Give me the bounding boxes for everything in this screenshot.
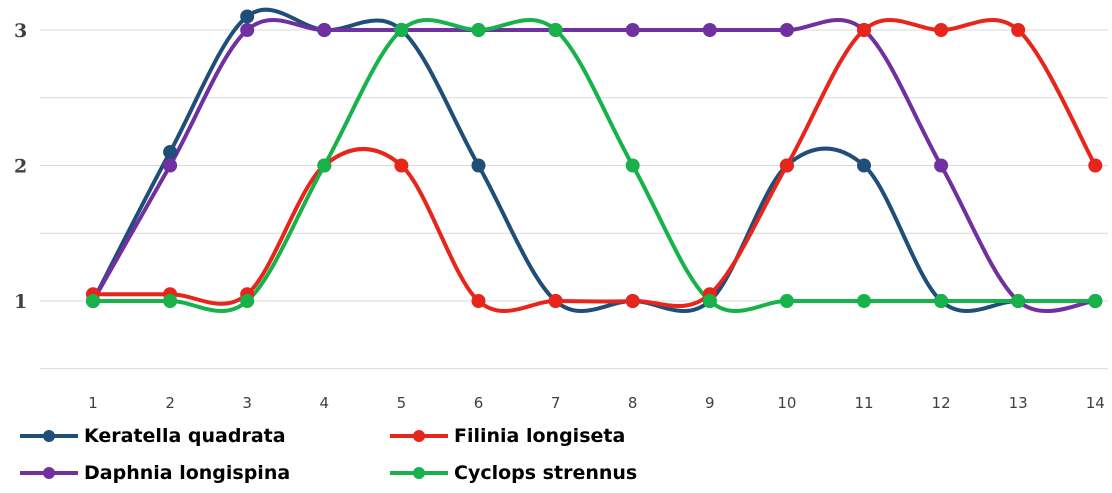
data-point-filinia-longiseta <box>548 294 563 308</box>
data-point-daphnia-longispina <box>702 23 717 37</box>
x-tick-label: 12 <box>932 394 951 412</box>
data-point-cyclops-strennus <box>1088 294 1103 308</box>
data-point-filinia-longiseta <box>471 294 486 308</box>
legend-swatch-keratella-icon <box>20 430 78 442</box>
y-tick-label: 1 <box>14 291 27 313</box>
data-point-cyclops-strennus <box>471 23 486 37</box>
x-tick-label: 11 <box>854 394 873 412</box>
data-point-cyclops-strennus <box>857 294 871 308</box>
x-tick-label: 5 <box>397 394 407 412</box>
data-point-filinia-longiseta <box>1011 23 1026 37</box>
data-point-cyclops-strennus <box>625 158 640 173</box>
data-point-filinia-longiseta <box>625 294 640 308</box>
data-point-cyclops-strennus <box>934 294 949 308</box>
data-point-cyclops-strennus <box>779 294 794 308</box>
x-tick-label: 8 <box>628 394 638 412</box>
x-tick-label: 14 <box>1086 394 1105 412</box>
x-tick-label: 3 <box>242 394 252 412</box>
legend-item-daphnia-longispina: Daphnia longispina <box>18 459 290 487</box>
data-point-keratella-quadrata <box>163 144 178 159</box>
data-point-filinia-longiseta <box>394 158 409 173</box>
data-point-filinia-longiseta <box>934 23 949 37</box>
x-axis-ticks: 1 2 3 4 5 6 7 8 9 10 11 12 13 14 <box>88 394 1105 412</box>
series-line-cyclops-strennus <box>91 18 1098 313</box>
data-point-cyclops-strennus <box>1011 294 1026 308</box>
data-point-filinia-longiseta <box>857 23 871 37</box>
legend-item-filinia-longiseta: Filinia longiseta <box>388 422 625 450</box>
data-point-cyclops-strennus <box>394 23 409 37</box>
data-point-keratella-quadrata <box>857 158 871 173</box>
legend-item-cyclops-strennus: Cyclops strennus <box>388 459 637 487</box>
legend-swatch-cyclops-icon <box>390 467 448 479</box>
x-tick-label: 7 <box>551 394 561 412</box>
x-tick-label: 9 <box>705 394 715 412</box>
data-point-daphnia-longispina <box>934 158 949 173</box>
y-tick-label: 2 <box>14 156 27 178</box>
data-point-cyclops-strennus <box>548 23 563 37</box>
x-tick-label: 13 <box>1009 394 1028 412</box>
x-tick-label: 4 <box>320 394 330 412</box>
data-point-filinia-longiseta <box>1088 158 1103 173</box>
data-point-cyclops-strennus <box>317 158 332 173</box>
data-point-keratella-quadrata <box>240 9 255 24</box>
data-point-cyclops-strennus <box>702 294 717 308</box>
data-point-cyclops-strennus <box>240 294 255 308</box>
legend-label-cyclops-strennus: Cyclops strennus <box>454 462 638 484</box>
legend-label-keratella-quadrata: Keratella quadrata <box>84 425 286 447</box>
y-tick-label: 3 <box>14 20 27 42</box>
series-points <box>86 9 1103 308</box>
data-point-cyclops-strennus <box>163 294 178 308</box>
legend-swatch-filinia-icon <box>390 430 448 442</box>
y-axis-ticks: 1 2 3 <box>14 20 27 313</box>
x-tick-label: 1 <box>88 394 98 412</box>
x-tick-label: 2 <box>165 394 175 412</box>
data-point-daphnia-longispina <box>625 23 640 37</box>
data-point-cyclops-strennus <box>86 294 100 308</box>
data-point-keratella-quadrata <box>471 158 486 173</box>
legend-item-keratella-quadrata: Keratella quadrata <box>18 422 286 450</box>
data-point-daphnia-longispina <box>317 23 332 37</box>
x-tick-label: 10 <box>777 394 796 412</box>
data-point-filinia-longiseta <box>779 158 794 173</box>
legend-label-filinia-longiseta: Filinia longiseta <box>454 425 626 447</box>
legend-label-daphnia-longispina: Daphnia longispina <box>84 462 291 484</box>
data-point-daphnia-longispina <box>779 23 794 37</box>
legend-swatch-daphnia-icon <box>20 467 78 479</box>
x-tick-label: 6 <box>474 394 484 412</box>
data-point-daphnia-longispina <box>163 158 178 173</box>
data-point-daphnia-longispina <box>240 23 255 37</box>
